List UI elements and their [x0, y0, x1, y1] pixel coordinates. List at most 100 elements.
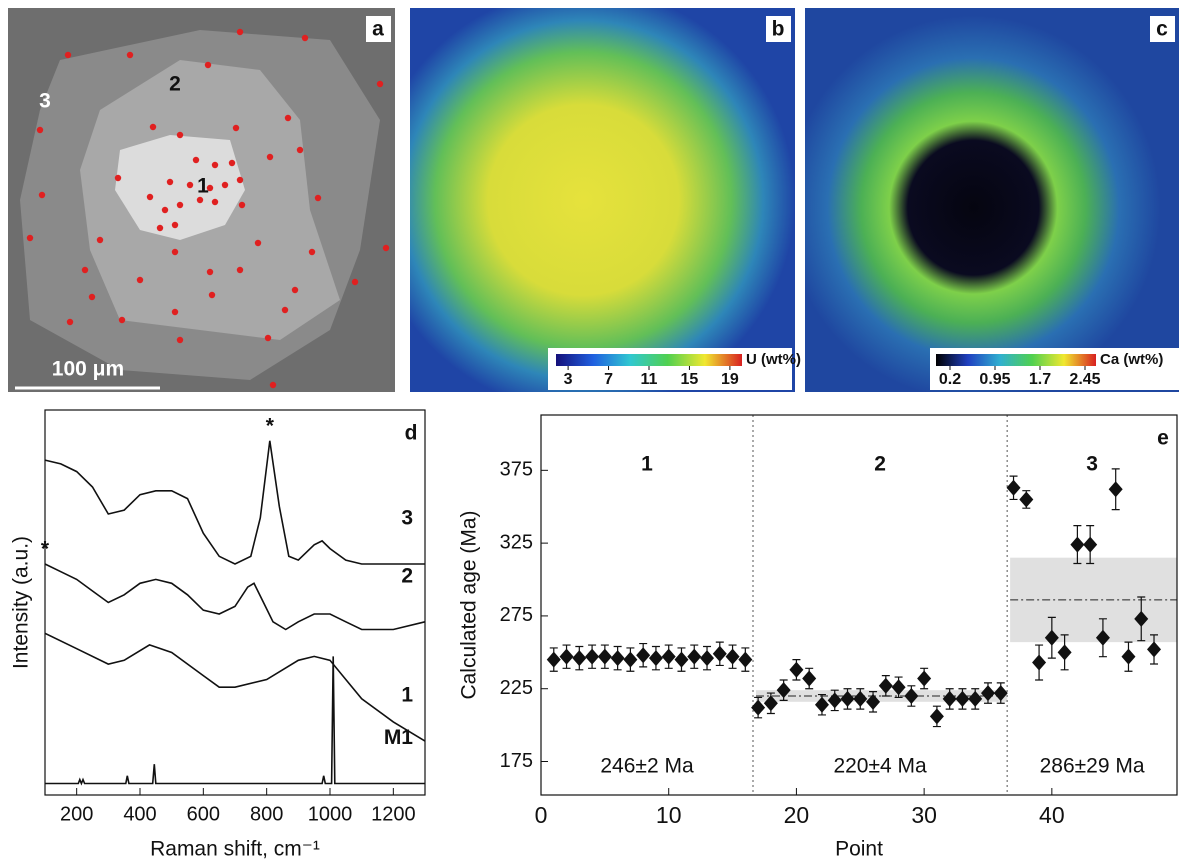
region-label: 3	[39, 90, 51, 113]
spectrum	[44, 563, 426, 631]
data-point	[585, 648, 600, 665]
data-point	[853, 690, 868, 707]
data-point	[1044, 629, 1059, 646]
colorbar-label: Ca (wt%)	[1100, 351, 1163, 368]
peak-label: *	[41, 538, 50, 561]
sample-point	[171, 248, 179, 256]
data-point	[1019, 491, 1034, 508]
sample-point	[208, 291, 216, 299]
spectrum	[44, 632, 426, 742]
sample-point	[284, 114, 292, 122]
data-point	[993, 685, 1008, 702]
data-point	[1095, 629, 1110, 646]
sample-point	[236, 176, 244, 184]
sample-point	[161, 206, 169, 214]
sample-point	[376, 80, 384, 88]
y-tick-label: 375	[500, 459, 533, 481]
colorbar-label: U (wt%)	[746, 351, 801, 368]
colorbar-tick-label: 0.2	[939, 371, 961, 388]
colorbar	[556, 354, 742, 366]
x-tick-label: 30	[911, 802, 937, 828]
sample-points	[26, 28, 390, 389]
panel-label-box	[1150, 16, 1175, 42]
data-point	[751, 699, 766, 716]
sample-point	[206, 184, 214, 192]
data-point	[661, 648, 676, 665]
sample-point	[176, 201, 184, 209]
data-point	[802, 670, 817, 687]
sample-point	[186, 181, 194, 189]
data-point	[827, 692, 842, 709]
colorbar-tick-label: 1.7	[1029, 371, 1051, 388]
sample-point	[176, 131, 184, 139]
data-point	[597, 648, 612, 665]
data-point	[917, 670, 932, 687]
data-point	[929, 708, 944, 725]
sample-point	[171, 308, 179, 316]
sample-point	[221, 181, 229, 189]
sample-point	[156, 224, 164, 232]
x-tick-label: 800	[250, 803, 283, 825]
sample-point	[351, 278, 359, 286]
x-tick-label: 1000	[308, 803, 353, 825]
data-point	[942, 690, 957, 707]
sample-point	[176, 336, 184, 344]
data-point	[891, 679, 906, 696]
data-point	[1121, 648, 1136, 665]
group-age: 246±2 Ma	[600, 755, 694, 778]
sample-point	[266, 153, 274, 161]
sample-point	[38, 191, 46, 199]
data-point	[1108, 481, 1123, 498]
colorbar-tick-label: 15	[681, 371, 699, 388]
data-point	[712, 645, 727, 662]
panel-b-image	[410, 8, 795, 392]
data-point	[968, 690, 983, 707]
sample-point	[211, 198, 219, 206]
x-tick-label: 10	[656, 802, 682, 828]
sample-point	[228, 159, 236, 167]
scale-bar-label: 100 μm	[52, 358, 124, 381]
data-point	[840, 690, 855, 707]
sample-point	[301, 34, 309, 42]
spectrum	[44, 440, 425, 565]
data-point	[1083, 536, 1098, 553]
sample-point	[136, 276, 144, 284]
sample-point	[196, 196, 204, 204]
panel-label-box	[366, 16, 391, 42]
data-point	[1032, 654, 1047, 671]
sample-point	[232, 124, 240, 132]
y-tick-label: 225	[500, 677, 533, 699]
series-label: 1	[401, 684, 413, 707]
data-point	[648, 650, 663, 667]
sample-point	[211, 161, 219, 169]
y-tick-label: 275	[500, 604, 533, 626]
series-label: 3	[401, 507, 413, 530]
sample-point	[236, 28, 244, 36]
sample-point	[96, 236, 104, 244]
data-point	[904, 687, 919, 704]
panel-label: b	[772, 18, 785, 41]
series-label: 2	[401, 564, 413, 587]
sample-point	[308, 248, 316, 256]
region-label: 2	[169, 73, 181, 96]
sample-point	[64, 51, 72, 59]
sample-point	[166, 178, 174, 186]
data-point	[980, 685, 995, 702]
data-point	[546, 651, 561, 668]
colorbar-tick-label: 2.45	[1069, 371, 1100, 388]
plot-frame	[44, 409, 426, 796]
age-band	[756, 690, 1008, 702]
sample-point	[236, 266, 244, 274]
data-point	[559, 648, 574, 665]
x-tick-label: 20	[784, 802, 810, 828]
group-age: 286±29 Ma	[1040, 755, 1145, 778]
data-point	[572, 650, 587, 667]
sample-point	[149, 123, 157, 131]
colorbar-tick-label: 11	[641, 371, 658, 388]
data-point	[687, 648, 702, 665]
sample-point	[254, 239, 262, 247]
sample-point	[238, 201, 246, 209]
sample-point	[192, 156, 200, 164]
